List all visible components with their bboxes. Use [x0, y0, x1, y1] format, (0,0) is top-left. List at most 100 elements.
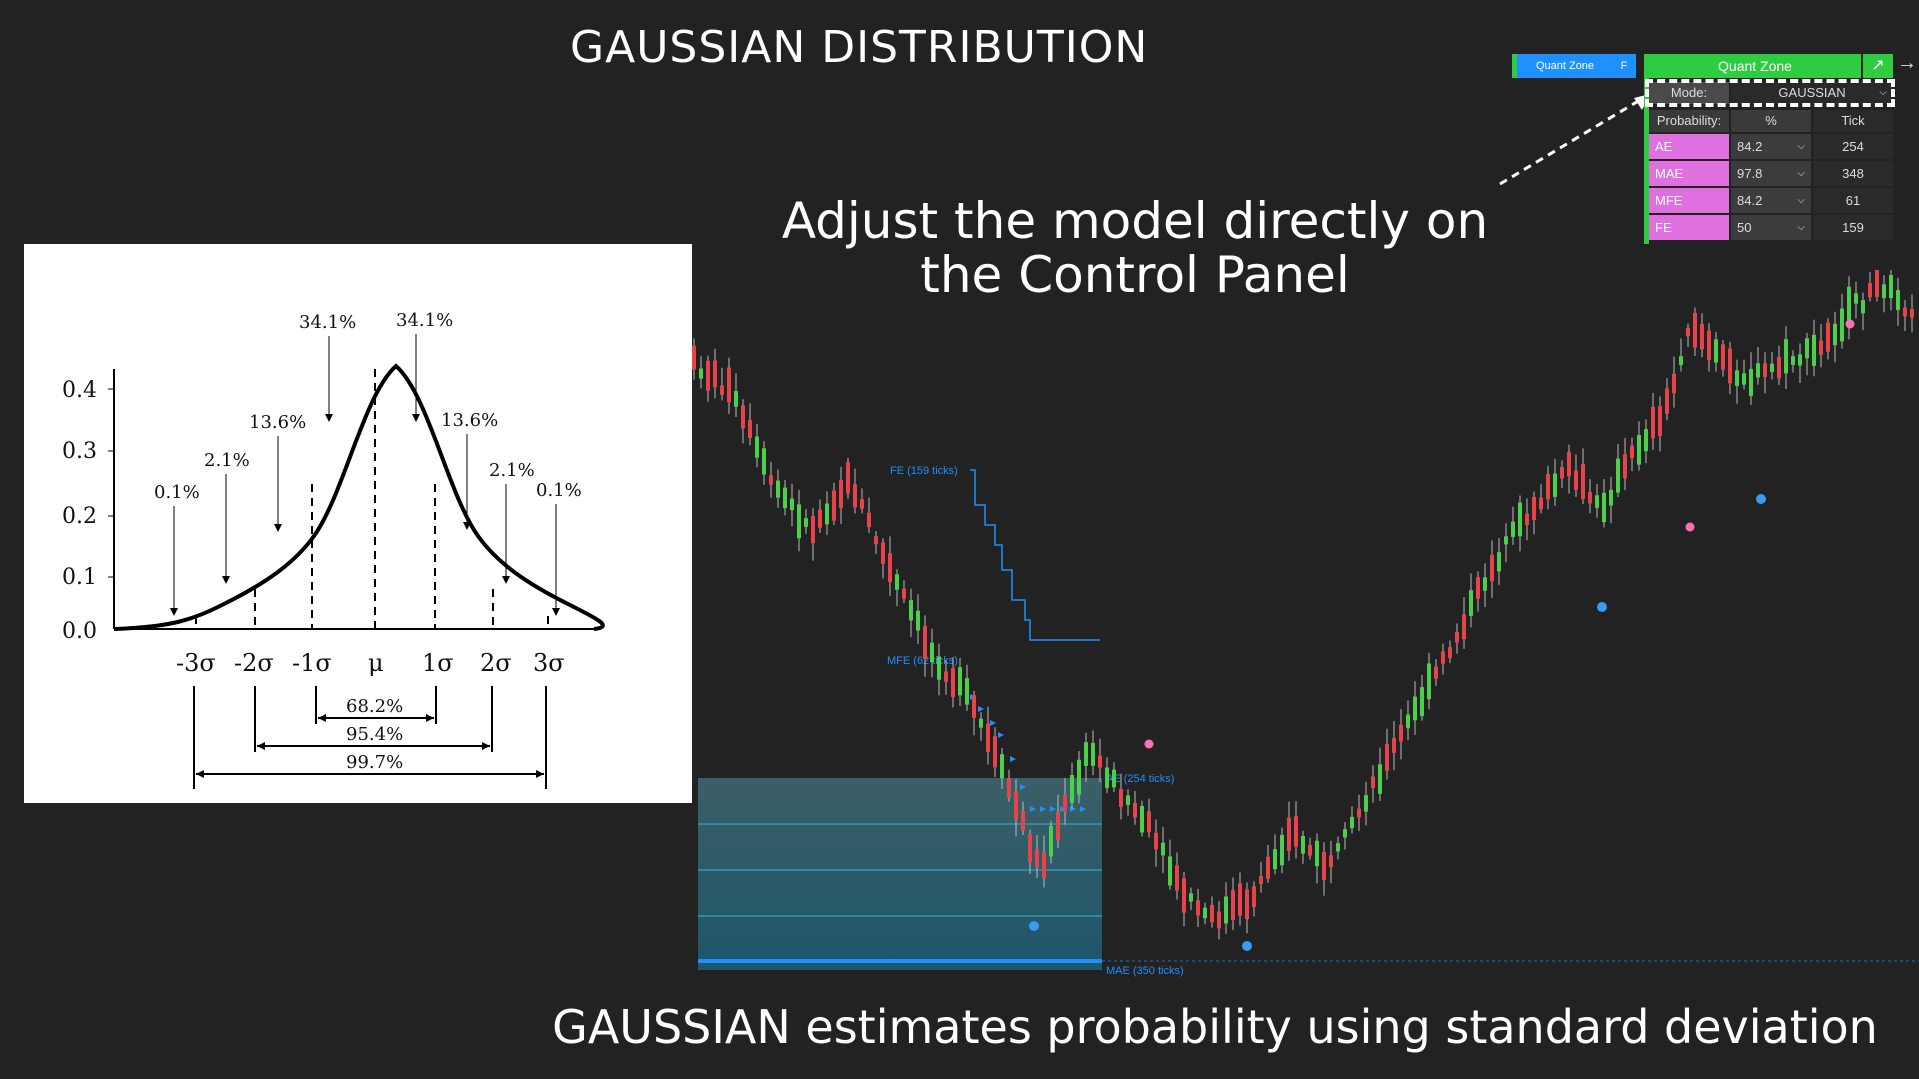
candle	[1077, 759, 1081, 795]
price-chart[interactable]: FE (159 ticks) MFE (62 ticks) AE (254 ti…	[690, 252, 1919, 1000]
pct-value: 50	[1737, 220, 1752, 235]
candle	[846, 462, 850, 494]
candle	[923, 625, 927, 660]
candle	[1161, 842, 1165, 856]
candle	[832, 490, 836, 521]
panel-body: Quant Zone ↗ → Mode: GAUSSIAN ⌵ Probabil…	[1644, 52, 1917, 244]
candle	[1231, 890, 1235, 921]
candle	[909, 600, 913, 621]
percent-label: 13.6%	[249, 412, 306, 433]
pct-select[interactable]: 84.2 ⌵	[1731, 134, 1811, 159]
callout-line-1: Adjust the model directly on	[781, 192, 1489, 250]
candle	[1476, 577, 1480, 599]
candle	[1301, 835, 1305, 854]
candle	[783, 487, 787, 509]
tick-value: 159	[1813, 215, 1893, 240]
candle	[1777, 357, 1781, 379]
candle	[1406, 714, 1410, 729]
x-tick-label: μ	[368, 649, 384, 677]
fe-step-line	[970, 469, 1100, 641]
arrow-right-icon[interactable]: →	[1897, 52, 1917, 74]
candle	[1637, 435, 1641, 465]
candle	[1021, 811, 1025, 831]
pct-select[interactable]: 97.8 ⌵	[1731, 161, 1811, 186]
candle	[1840, 308, 1844, 342]
candle	[1686, 327, 1690, 337]
candle	[1889, 275, 1893, 299]
candle	[1357, 808, 1361, 818]
candle	[1413, 696, 1417, 721]
candle	[727, 367, 731, 403]
candle	[1385, 743, 1389, 771]
candle	[713, 360, 717, 388]
candle	[874, 536, 878, 545]
y-ticks: 0.4 0.3 0.2 0.1 0.0	[62, 378, 114, 644]
tick-value: 61	[1813, 188, 1893, 213]
candle	[1469, 590, 1473, 616]
candle	[1084, 742, 1088, 767]
candle	[993, 736, 997, 768]
candle	[1427, 663, 1431, 700]
col-tick: Tick	[1813, 110, 1893, 132]
percent-label: 34.1%	[396, 310, 453, 331]
candle	[958, 667, 962, 696]
candle	[1791, 356, 1795, 365]
pct-select[interactable]: 84.2 ⌵	[1731, 188, 1811, 213]
page-title: GAUSSIAN DISTRIBUTION	[570, 22, 1149, 73]
candle	[1175, 865, 1179, 891]
candle	[1252, 886, 1256, 907]
candle	[937, 656, 941, 680]
candle	[1154, 832, 1158, 850]
candle	[1343, 829, 1347, 838]
candle	[1245, 889, 1249, 920]
row-name: MFE	[1649, 188, 1729, 213]
candle	[1371, 776, 1375, 789]
candle	[1861, 300, 1865, 314]
percent-label: 2.1%	[489, 460, 535, 481]
pct-value: 84.2	[1737, 193, 1763, 208]
candle	[1182, 878, 1186, 913]
y-tick-label: 0.2	[62, 504, 97, 529]
candle	[1539, 497, 1543, 510]
candle	[755, 436, 759, 458]
mode-select[interactable]: GAUSSIAN ⌵	[1731, 82, 1893, 104]
candle	[1378, 764, 1382, 794]
candle	[1742, 373, 1746, 385]
candle	[1168, 856, 1172, 886]
candle	[1462, 614, 1466, 640]
candle	[1693, 312, 1697, 348]
candle	[699, 368, 703, 379]
candle	[1203, 907, 1207, 919]
candle	[902, 588, 906, 599]
candle	[1672, 373, 1676, 394]
bell-curve	[113, 363, 605, 631]
candle	[1735, 370, 1739, 387]
candles	[692, 252, 1914, 940]
candle	[853, 484, 857, 508]
candle	[1238, 883, 1242, 916]
quant-zone-tab[interactable]: Quant Zone	[1512, 54, 1613, 78]
candle	[1749, 369, 1753, 397]
candle	[1847, 286, 1851, 323]
candle	[1105, 767, 1109, 789]
x-tick-label: -2σ	[234, 649, 274, 677]
candle	[1602, 492, 1606, 523]
candle	[1763, 363, 1767, 377]
chevron-down-icon: ⌵	[1797, 141, 1805, 152]
x-tick-label: 1σ	[422, 649, 454, 677]
y-tick-label: 0.0	[62, 619, 97, 644]
candle	[1392, 737, 1396, 753]
panel-header[interactable]: Quant Zone	[1649, 54, 1861, 78]
row-name: FE	[1649, 215, 1729, 240]
pct-select[interactable]: 50 ⌵	[1731, 215, 1811, 240]
pct-value: 97.8	[1737, 166, 1763, 181]
control-panel: Quant Zone F Quant Zone ↗ → Mode: GAUSSI…	[1512, 52, 1917, 244]
y-tick-label: 0.1	[62, 565, 97, 590]
candle	[1532, 496, 1536, 520]
candle	[1525, 513, 1529, 526]
candle	[951, 668, 955, 698]
candle	[1364, 795, 1368, 812]
external-link-icon[interactable]: ↗	[1863, 54, 1893, 78]
f-tab[interactable]: F	[1612, 54, 1636, 78]
candle	[790, 498, 794, 511]
